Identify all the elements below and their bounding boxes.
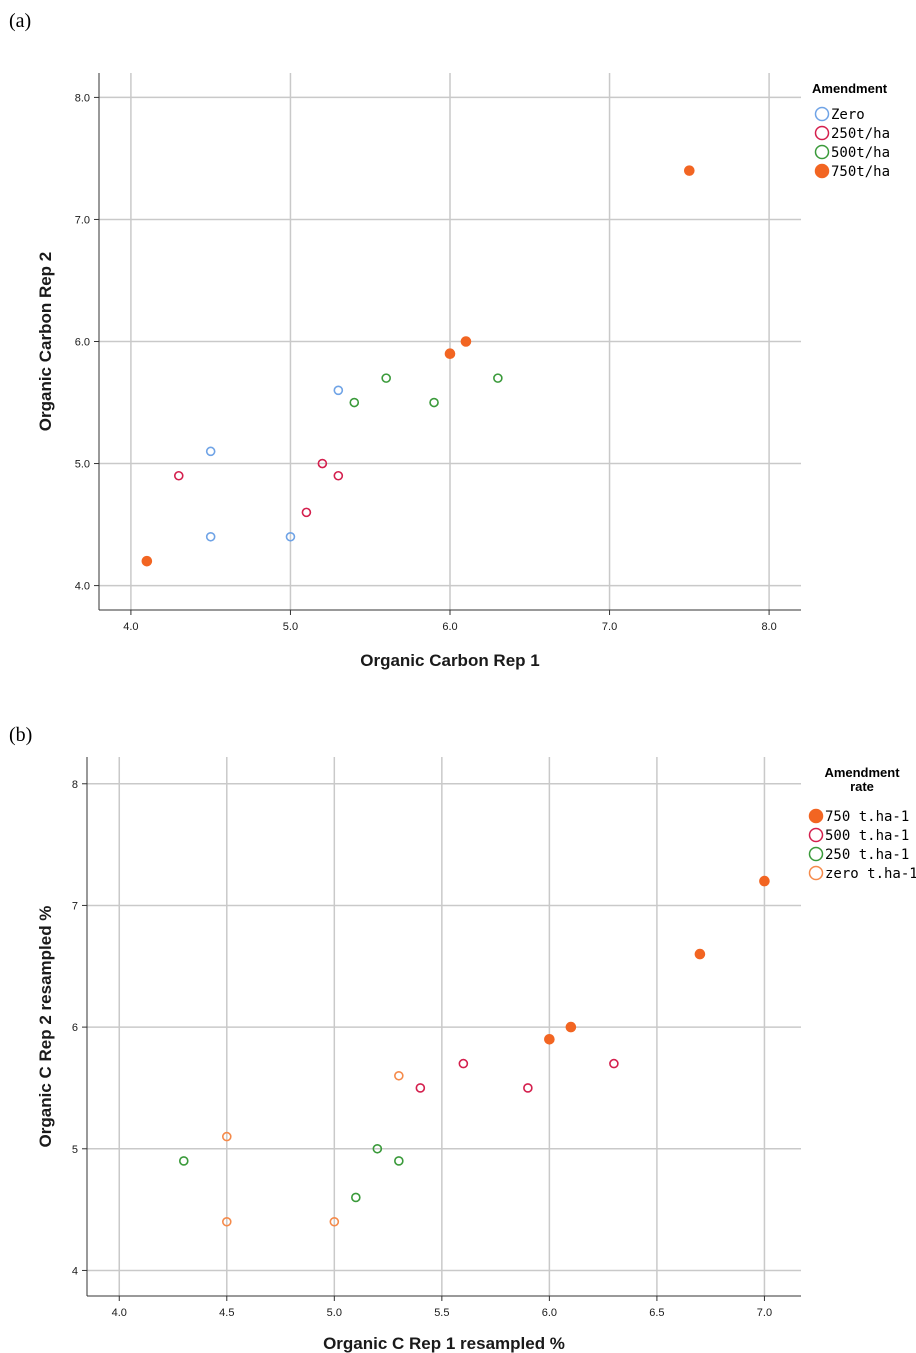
data-point	[285, 531, 296, 542]
data-point	[429, 397, 439, 408]
data-point	[333, 385, 344, 396]
legend-label: 250 t.ha-1	[825, 847, 909, 863]
data-point	[759, 875, 770, 887]
series-2	[178, 1143, 404, 1203]
data-point	[301, 507, 312, 518]
legend-label: zero t.ha-1	[825, 866, 916, 882]
data-point	[329, 1216, 340, 1227]
panel-b-label: (b)	[9, 724, 33, 746]
data-point	[372, 1143, 383, 1154]
y-tick-label: 7	[72, 900, 78, 912]
series-0	[205, 385, 344, 542]
data-point	[141, 555, 153, 567]
y-tick-label: 5.0	[75, 459, 90, 471]
y-tick-label: 5	[72, 1144, 78, 1156]
data-point	[349, 397, 360, 408]
data-point	[493, 373, 503, 383]
series-0	[544, 875, 770, 1045]
data-point	[565, 1021, 577, 1033]
data-point	[523, 1083, 533, 1093]
y-tick-label: 6	[72, 1022, 78, 1034]
legend-marker	[808, 808, 824, 824]
panel-b: (b) 4.0 4.5 5.0 5.5 6.0 6.5 7.0 4 5 6 7 8 Organic C …	[0, 676, 916, 1353]
legend-title: rate	[850, 779, 874, 794]
data-point	[317, 458, 328, 469]
legend-marker	[808, 827, 824, 843]
data-point	[394, 1070, 404, 1081]
x-axis-title: Organic C Rep 1 resampled %	[323, 1334, 565, 1353]
x-tick-label: 6.0	[542, 1307, 557, 1319]
panel-a: (a) 4.0 5.0 6.0 7.0 8.0 4.0 5.0 6.0 7.0 8.0 Organi…	[0, 0, 916, 676]
x-tick-label: 4.0	[123, 621, 138, 633]
series-1	[415, 1058, 619, 1093]
scatter-chart-b: 4.0 4.5 5.0 5.5 6.0 6.5 7.0 4 5 6 7 8 Organic C Rep …	[36, 757, 916, 1353]
y-tick-label: 8	[72, 779, 78, 791]
data-point	[205, 531, 216, 542]
legend-label: 250t/ha	[831, 126, 890, 142]
series-3	[141, 165, 695, 567]
legend-title: Amendment	[824, 765, 900, 780]
legend: Amendment Zero 250t/ha 500t/ha 750t/ha	[812, 81, 890, 180]
panel-a-label: (a)	[9, 10, 32, 32]
x-tick-label: 6.5	[649, 1307, 664, 1319]
data-point	[684, 165, 695, 176]
data-point	[173, 470, 184, 481]
x-tick-label: 7.0	[602, 621, 617, 633]
grid-lines	[87, 757, 801, 1296]
series-2	[349, 373, 503, 408]
legend-marker	[814, 144, 830, 160]
data-point	[205, 446, 216, 457]
legend-marker	[808, 865, 824, 881]
x-tick-label: 7.0	[757, 1307, 772, 1319]
legend-marker	[808, 846, 824, 862]
x-tick-label: 5.0	[327, 1307, 342, 1319]
data-point	[333, 470, 344, 481]
x-tick-label: 6.0	[442, 621, 457, 633]
data-point	[381, 373, 391, 383]
data-point	[458, 1058, 469, 1069]
grid-lines	[99, 73, 801, 610]
x-tick-label: 5.5	[434, 1307, 449, 1319]
y-axis-title: Organic Carbon Rep 2	[36, 252, 55, 431]
scatter-chart-a: 4.0 5.0 6.0 7.0 8.0 4.0 5.0 6.0 7.0 8.0 Organic Ca…	[36, 73, 890, 670]
legend-label: 750 t.ha-1	[825, 809, 909, 825]
legend-label: Zero	[831, 107, 865, 123]
x-tick-label: 8.0	[761, 621, 776, 633]
x-tick-label: 5.0	[283, 621, 298, 633]
y-tick-label: 4	[72, 1265, 78, 1277]
legend-marker	[814, 106, 830, 122]
data-point	[694, 948, 706, 960]
x-tick-label: 4.0	[112, 1307, 127, 1319]
y-tick-label: 8.0	[75, 92, 90, 104]
data-point	[221, 1216, 232, 1227]
data-point	[460, 336, 472, 347]
y-tick-label: 6.0	[75, 337, 90, 349]
data-point	[444, 348, 456, 360]
data-point	[544, 1033, 555, 1045]
data-point	[221, 1131, 232, 1142]
data-point	[178, 1156, 189, 1166]
legend-marker	[814, 125, 830, 141]
y-tick-label: 7.0	[75, 214, 90, 226]
series-3	[221, 1070, 404, 1227]
legend-label: 500t/ha	[831, 145, 890, 161]
legend-label: 500 t.ha-1	[825, 828, 909, 844]
legend-marker	[814, 163, 830, 179]
y-axis-title: Organic C Rep 2 resampled %	[36, 906, 55, 1148]
data-point	[415, 1083, 426, 1093]
data-point	[609, 1058, 619, 1069]
y-tick-label: 4.0	[75, 581, 90, 593]
series-1	[173, 458, 344, 518]
x-axis-title: Organic Carbon Rep 1	[360, 651, 539, 670]
legend-label: 750t/ha	[831, 164, 890, 180]
data-point	[394, 1156, 404, 1166]
legend-title: Amendment	[812, 81, 888, 96]
data-point	[351, 1192, 361, 1203]
x-tick-label: 4.5	[219, 1307, 234, 1319]
